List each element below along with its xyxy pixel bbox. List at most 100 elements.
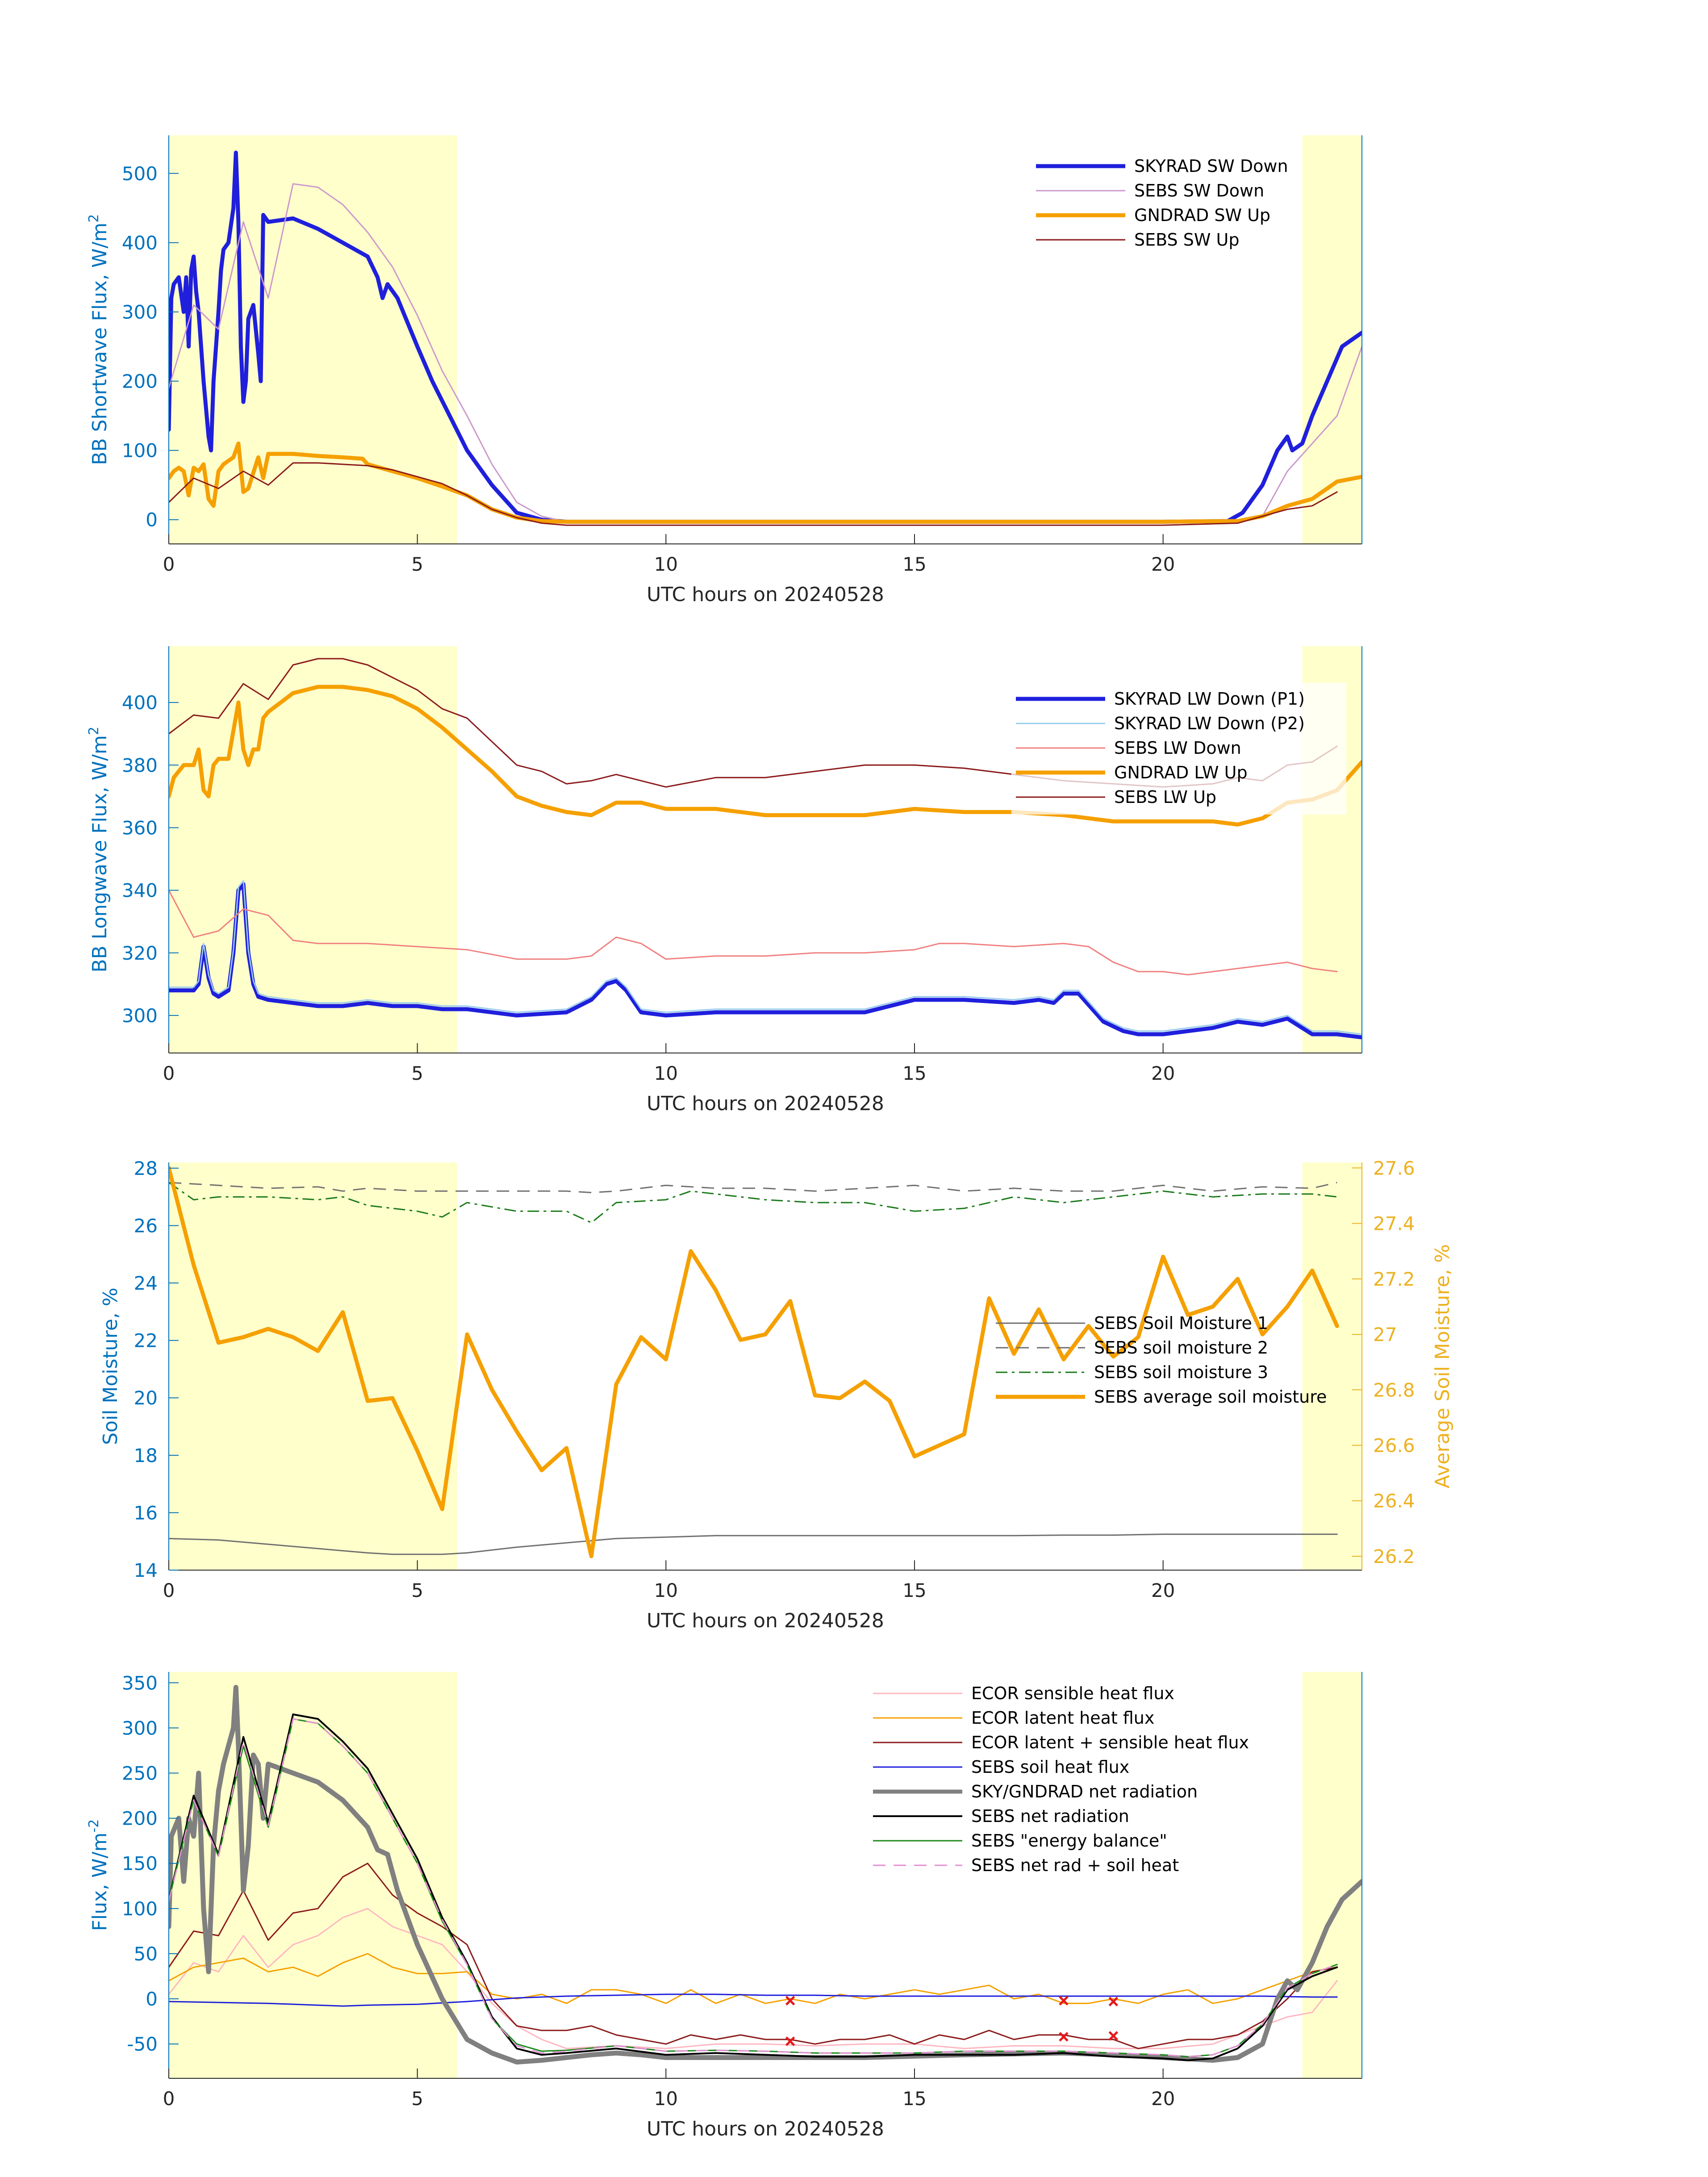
x-axis-label: UTC hours on 20240528 bbox=[647, 2118, 884, 2140]
y-tick-label: 22 bbox=[134, 1330, 158, 1352]
y-tick-label: 320 bbox=[122, 942, 158, 964]
legend: ECOR sensible heat flux ECOR latent heat … bbox=[873, 1684, 1249, 1875]
y-axis-label: BB Longwave Flux, W/m2 bbox=[86, 727, 111, 973]
shaded-region-1 bbox=[169, 1672, 457, 2078]
legend-label: SEBS net radiation bbox=[971, 1806, 1129, 1826]
y-tick-label: 340 bbox=[122, 880, 158, 902]
panel-shortwave: 0 5 10 15 20 UTC hours on 20240528 0 100 200 300 4… bbox=[86, 135, 1362, 606]
y-tick-label-right: 26.4 bbox=[1373, 1490, 1415, 1512]
legend-label: SEBS SW Down bbox=[1134, 181, 1264, 201]
marker-6 bbox=[1108, 2031, 1119, 2041]
series-line-3 bbox=[169, 1863, 1338, 2049]
legend-label: SEBS LW Up bbox=[1114, 787, 1216, 807]
marker-4 bbox=[1059, 2032, 1069, 2042]
x-tick-label: 0 bbox=[163, 2088, 175, 2110]
x-tick-label: 10 bbox=[654, 553, 678, 575]
series-line-6 bbox=[169, 1713, 1338, 2061]
panel-energy-flux: 0 5 10 15 20 UTC hours on 20240528 -50 0 50 100 15… bbox=[86, 1672, 1362, 2140]
marker-5 bbox=[1108, 1997, 1119, 2006]
y-tick-label: 300 bbox=[122, 1717, 158, 1739]
x-axis-label: UTC hours on 20240528 bbox=[647, 1609, 884, 1632]
series-line-2 bbox=[169, 1953, 1338, 2004]
x-tick-label: 20 bbox=[1151, 553, 1175, 575]
panel-longwave: 0 5 10 15 20 UTC hours on 20240528 300 320 340 36… bbox=[86, 646, 1362, 1115]
legend-label: GNDRAD LW Up bbox=[1114, 763, 1248, 782]
legend: SKYRAD SW Down SEBS SW Down GNDRAD SW Up SE… bbox=[1036, 156, 1288, 250]
x-tick-label: 20 bbox=[1151, 2088, 1175, 2110]
x-tick-label: 5 bbox=[411, 553, 423, 575]
y-tick-label-right: 26.6 bbox=[1373, 1435, 1415, 1457]
marker-1 bbox=[785, 1996, 795, 2006]
y-tick-label: 400 bbox=[122, 692, 158, 714]
series-line-4 bbox=[169, 1166, 1339, 1559]
x-tick-label: 5 bbox=[411, 1579, 423, 1601]
y-tick-label-right: 27.4 bbox=[1373, 1213, 1415, 1235]
shaded-region-2 bbox=[1302, 1162, 1362, 1570]
legend: SKYRAD LW Down (P1) SKYRAD LW Down (P2) SE… bbox=[1011, 683, 1346, 815]
x-tick-label: 15 bbox=[902, 1579, 926, 1601]
x-tick-label: 0 bbox=[163, 553, 175, 575]
x-tick-label: 15 bbox=[902, 2088, 926, 2110]
x-tick-label: 10 bbox=[654, 1062, 678, 1084]
series-line-5 bbox=[169, 1684, 1362, 2065]
x-tick-label: 5 bbox=[411, 2088, 423, 2110]
x-tick-label: 20 bbox=[1151, 1579, 1175, 1601]
panel-soil-moisture: 0 5 10 15 20 UTC hours on 20240528 14 16 18 20 22 2… bbox=[99, 1157, 1454, 1632]
legend: SEBS Soil Moisture 1 SEBS soil moisture 2… bbox=[996, 1313, 1327, 1407]
shaded-region-2 bbox=[1302, 1672, 1362, 2078]
y-tick-label: 500 bbox=[122, 163, 158, 184]
legend-label: SEBS LW Down bbox=[1114, 738, 1241, 758]
y-tick-label: 150 bbox=[122, 1853, 158, 1875]
y-tick-label: 380 bbox=[122, 754, 158, 776]
y-tick-label: 200 bbox=[122, 1808, 158, 1830]
shaded-region-1 bbox=[169, 1162, 457, 1570]
legend-label: SKY/GNDRAD net radiation bbox=[971, 1782, 1198, 1801]
y-tick-label: 200 bbox=[122, 371, 158, 393]
legend-label: SEBS "energy balance" bbox=[971, 1831, 1167, 1851]
y-tick-label: 250 bbox=[122, 1762, 158, 1784]
x-tick-label: 5 bbox=[411, 1062, 423, 1084]
marker-2 bbox=[785, 2036, 795, 2046]
y-tick-label: 24 bbox=[134, 1272, 158, 1294]
y-tick-label: 0 bbox=[146, 1988, 158, 2010]
y-tick-label: -50 bbox=[127, 2033, 158, 2055]
y-tick-label: 400 bbox=[122, 232, 158, 254]
legend-label: SEBS average soil moisture bbox=[1094, 1387, 1327, 1407]
series-line-4 bbox=[169, 685, 1362, 827]
legend-label: GNDRAD SW Up bbox=[1134, 205, 1270, 225]
series-line-4 bbox=[169, 462, 1338, 526]
y-tick-label-right: 27 bbox=[1373, 1324, 1397, 1345]
x-tick-label: 15 bbox=[902, 553, 926, 575]
series-line-3 bbox=[169, 890, 1338, 976]
y-tick-label: 14 bbox=[134, 1559, 158, 1581]
x-tick-label: 10 bbox=[654, 1579, 678, 1601]
y-tick-label: 50 bbox=[134, 1943, 158, 1965]
y-tick-label-right: 27.2 bbox=[1373, 1268, 1415, 1290]
marker-3 bbox=[1059, 1996, 1069, 2006]
y-tick-label: 350 bbox=[122, 1672, 158, 1694]
y-axis-label: BB Shortwave Flux, W/m2 bbox=[86, 214, 111, 465]
x-tick-label: 10 bbox=[654, 2088, 678, 2110]
y-tick-label: 100 bbox=[122, 1898, 158, 1920]
y-tick-label: 18 bbox=[134, 1445, 158, 1467]
x-axis-label: UTC hours on 20240528 bbox=[647, 583, 884, 606]
series-line-3 bbox=[169, 1182, 1337, 1224]
legend-label: SEBS soil heat flux bbox=[971, 1757, 1129, 1777]
x-tick-label: 0 bbox=[163, 1579, 175, 1601]
y-tick-label-right: 26.8 bbox=[1373, 1379, 1415, 1401]
x-tick-label: 0 bbox=[163, 1062, 175, 1084]
y-tick-label: 28 bbox=[134, 1157, 158, 1179]
x-tick-label: 20 bbox=[1151, 1062, 1175, 1084]
legend-label: SKYRAD SW Down bbox=[1134, 156, 1288, 176]
series-line-8 bbox=[169, 1718, 1337, 2057]
legend-label: ECOR latent heat flux bbox=[971, 1708, 1154, 1728]
legend-label: SKYRAD LW Down (P2) bbox=[1114, 714, 1305, 733]
legend-label: SEBS Soil Moisture 1 bbox=[1094, 1313, 1268, 1333]
y-tick-label: 0 bbox=[146, 509, 158, 531]
y-tick-label: 16 bbox=[134, 1502, 158, 1524]
legend-label: SEBS SW Up bbox=[1134, 230, 1239, 250]
legend-label: SKYRAD LW Down (P1) bbox=[1114, 689, 1305, 709]
legend-label: SEBS net rad + soil heat bbox=[971, 1855, 1179, 1875]
y-tick-label: 300 bbox=[122, 1005, 158, 1027]
series-line-4 bbox=[169, 1993, 1338, 2007]
